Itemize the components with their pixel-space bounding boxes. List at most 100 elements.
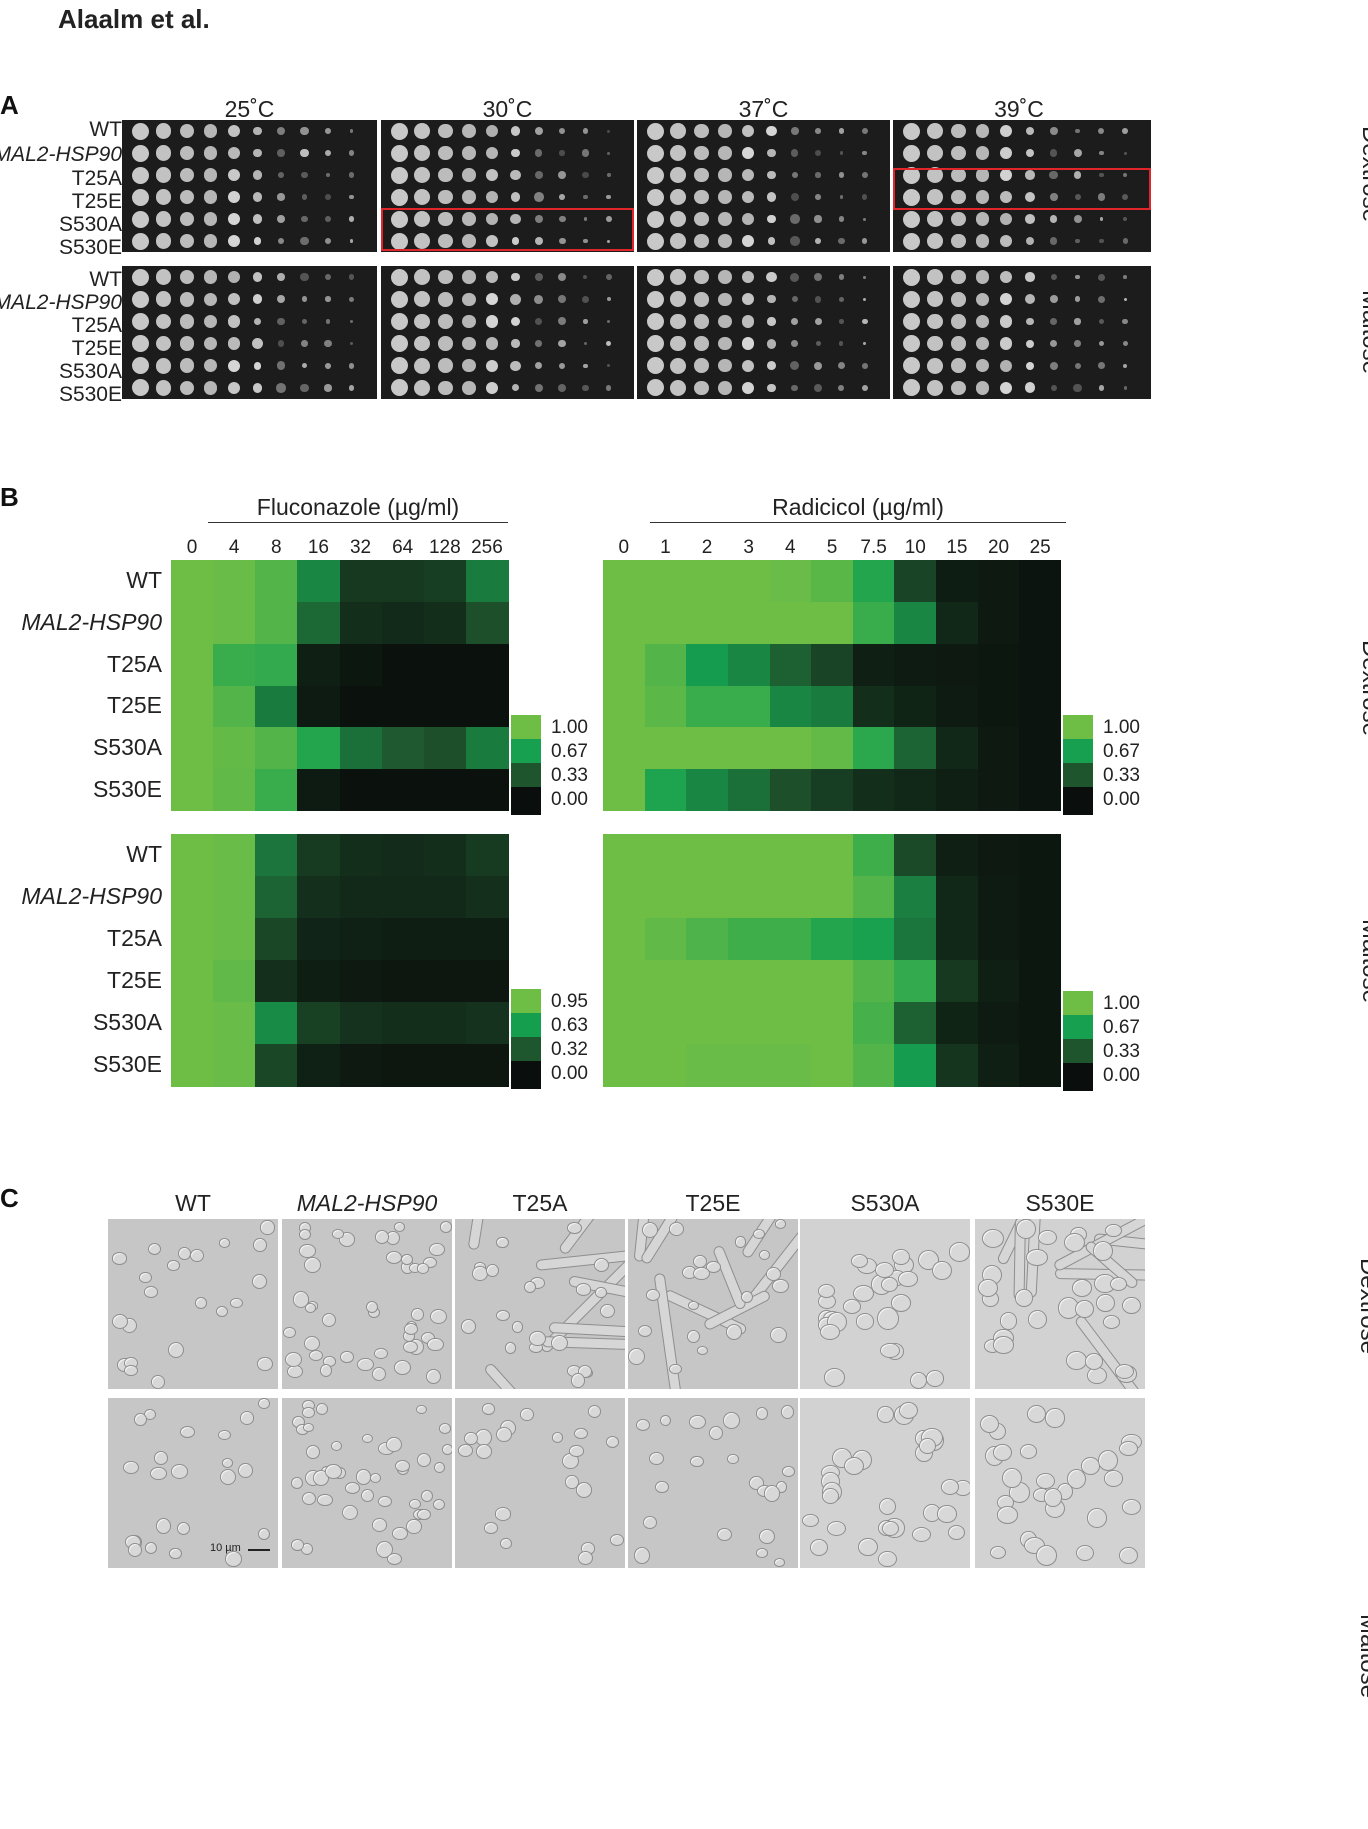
heatmap-row-label: MAL2-HSP90 (21, 883, 162, 909)
colony-spot (438, 145, 453, 161)
heatmap-cell (381, 834, 425, 877)
heatmap-cell (644, 918, 687, 961)
heatmap-cell (381, 876, 425, 919)
colony-spot (227, 293, 241, 306)
colony-spot (1026, 339, 1034, 348)
yeast-cell (919, 1437, 936, 1454)
yeast-cell (979, 1415, 999, 1434)
heatmap-column-label: 10 (904, 537, 926, 558)
colony-spot (511, 237, 520, 245)
colony-spot (1123, 297, 1127, 301)
heatmap-column-label: 0 (618, 537, 630, 558)
colony-spot (767, 148, 776, 158)
fluconazole-title-rule (208, 522, 508, 523)
colony-spot (1000, 337, 1013, 350)
yeast-cell (292, 1291, 310, 1308)
heatmap-cell (727, 1044, 771, 1087)
colony-spot (1123, 172, 1128, 178)
yeast-cell (1121, 1296, 1141, 1315)
yeast-cell (302, 1422, 315, 1432)
yeast-cell (880, 1342, 900, 1359)
heatmap-cell (213, 727, 256, 770)
colony-spot (325, 128, 331, 134)
legend-swatch (1063, 1063, 1093, 1091)
colony-spot (902, 268, 920, 286)
yeast-cell (1109, 1276, 1127, 1291)
colony-spot (646, 268, 664, 286)
colony-spot (766, 338, 777, 349)
colony-spot (582, 128, 589, 134)
colony-spot (767, 170, 776, 179)
hypha (535, 1244, 625, 1272)
yeast-cell (257, 1356, 273, 1371)
colony-spot (414, 167, 431, 183)
colony-spot (1050, 237, 1058, 245)
colony-spot (742, 212, 755, 226)
colony-spot (278, 172, 284, 178)
colony-spot (462, 381, 476, 395)
colony-spot (670, 380, 687, 396)
legend-label: 1.00 (1103, 993, 1140, 1014)
colony-spot (1074, 318, 1081, 325)
heatmap-cell (686, 643, 729, 686)
yeast-cell (319, 1364, 332, 1377)
colony-spot (1123, 275, 1128, 280)
heatmap-cell (171, 918, 214, 961)
colony-spot (301, 340, 308, 347)
colony-spot (534, 272, 543, 282)
yeast-cell (176, 1521, 190, 1535)
heatmap-cell (213, 769, 256, 812)
panel-a-dex-strain-t25a: T25A (71, 167, 122, 190)
yeast-cell (877, 1406, 894, 1423)
yeast-cell (1066, 1469, 1086, 1489)
yeast-cell (411, 1308, 424, 1321)
heatmap-cell (727, 769, 771, 812)
colony-spot (131, 268, 149, 286)
panel-c-strain-wt: WT (175, 1190, 211, 1216)
heatmap-cell (423, 685, 467, 728)
yeast-cell (1087, 1367, 1107, 1385)
colony-spot (1098, 127, 1105, 135)
colony-spot (253, 317, 262, 326)
yeast-cell (417, 1452, 432, 1468)
yeast-cell (569, 1445, 584, 1458)
colony-spot (791, 127, 799, 135)
colony-spot (486, 293, 499, 306)
yeast-cell (127, 1542, 142, 1557)
heatmap-radicicol-dextrose (603, 560, 1062, 812)
colony-spot (486, 190, 499, 204)
heatmap-cell (213, 1044, 256, 1087)
yeast-cell (709, 1425, 724, 1440)
colony-spot (510, 293, 521, 305)
colony-spot (1097, 273, 1105, 281)
yeast-cell (332, 1228, 344, 1239)
colony-spot (325, 194, 331, 200)
colony-spot (414, 233, 431, 249)
heatmap-cell (213, 960, 256, 1003)
heatmap-cell (255, 727, 298, 770)
colony-spot (510, 213, 521, 225)
colony-spot (1000, 124, 1013, 138)
yeast-cell (1045, 1408, 1065, 1428)
yeast-cell (633, 1547, 650, 1565)
heatmap-cell (465, 918, 509, 961)
spot-plate-dextrose-37c (637, 120, 890, 252)
colony-spot (951, 380, 966, 396)
colony-spot (1025, 126, 1035, 136)
yeast-cell (258, 1527, 271, 1540)
colony-spot (558, 295, 567, 304)
heatmap-column-label: 5 (826, 537, 838, 558)
heatmap-cell (171, 560, 214, 603)
colony-spot (670, 335, 687, 352)
heatmap-cell (297, 643, 340, 686)
colony-spot (815, 238, 821, 244)
heatmap-cell (465, 960, 509, 1003)
colony-spot (646, 312, 664, 330)
heatmap-cell (381, 727, 425, 770)
colony-spot (742, 337, 755, 350)
heatmap-cell (1019, 960, 1062, 1003)
colony-spot (861, 238, 868, 244)
yeast-cell (689, 1414, 707, 1430)
legend-label: 0.67 (551, 741, 588, 762)
yeast-cell (1076, 1544, 1095, 1562)
